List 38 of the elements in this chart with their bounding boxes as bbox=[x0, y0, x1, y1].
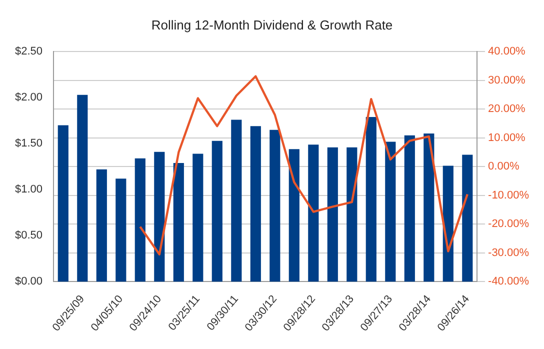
bar bbox=[250, 126, 261, 282]
bar bbox=[346, 147, 358, 282]
bar bbox=[116, 178, 126, 282]
y2-tick-label: -20.00% bbox=[488, 218, 530, 230]
y-tick-label: $1.50 bbox=[14, 138, 43, 150]
bar bbox=[270, 130, 280, 282]
bar bbox=[96, 169, 107, 282]
bar bbox=[231, 120, 242, 282]
y2-tick-label: 20.00% bbox=[488, 103, 526, 116]
bar bbox=[212, 140, 222, 282]
bar bbox=[385, 142, 396, 282]
y2-tick-label: 30.00% bbox=[488, 74, 526, 86]
y-tick-label: $2.00 bbox=[14, 92, 43, 104]
chart-title: Rolling 12-Month Dividend & Growth Rate bbox=[151, 17, 393, 32]
y-tick-label: $1.00 bbox=[14, 184, 43, 196]
bar bbox=[288, 149, 300, 282]
bar bbox=[366, 116, 376, 282]
y2-tick-label: 10.00% bbox=[488, 132, 526, 144]
bar bbox=[154, 152, 165, 282]
y-tick-label: $0.00 bbox=[14, 276, 43, 288]
y2-tick-label: 0.00% bbox=[488, 160, 520, 173]
bar bbox=[77, 94, 88, 282]
bar bbox=[327, 147, 338, 282]
bar bbox=[192, 154, 204, 282]
y-tick-label: $0.50 bbox=[14, 230, 43, 242]
bar bbox=[308, 144, 319, 282]
y2-tick-label: -10.00% bbox=[488, 189, 530, 202]
bar bbox=[442, 166, 454, 282]
y-tick-label: $2.50 bbox=[14, 46, 43, 58]
bar bbox=[58, 125, 68, 282]
bar bbox=[404, 135, 415, 282]
y2-tick-label: -30.00% bbox=[488, 246, 530, 259]
y2-tick-label: -40.00% bbox=[488, 276, 530, 288]
y2-tick-label: 40.00% bbox=[488, 46, 526, 58]
bar bbox=[424, 134, 434, 282]
bar bbox=[134, 158, 146, 282]
bar bbox=[173, 162, 184, 282]
bar bbox=[462, 154, 473, 282]
